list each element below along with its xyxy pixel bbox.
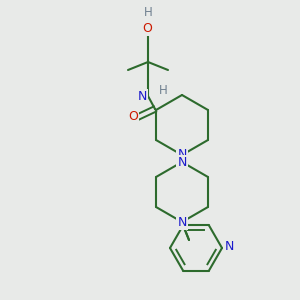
Text: O: O bbox=[142, 22, 152, 34]
Text: N: N bbox=[137, 89, 147, 103]
Text: N: N bbox=[224, 239, 234, 253]
Text: N: N bbox=[177, 215, 187, 229]
Text: H: H bbox=[144, 5, 152, 19]
Text: N: N bbox=[177, 148, 187, 161]
Text: H: H bbox=[159, 83, 167, 97]
Text: N: N bbox=[177, 155, 187, 169]
Text: O: O bbox=[128, 110, 138, 124]
